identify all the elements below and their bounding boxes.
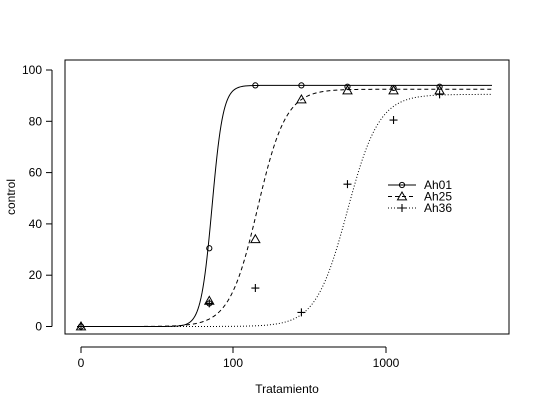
x-axis: 0 100 1000: [78, 346, 400, 370]
point-ah25: [249, 233, 261, 244]
y-tick-label: 40: [29, 217, 43, 231]
point-ah25: [388, 85, 399, 95]
data-points: [75, 82, 445, 331]
point-ah01: [436, 83, 443, 90]
x-tick-label: 0: [78, 356, 85, 370]
y-tick-label: 60: [29, 166, 43, 180]
plot-frame: [64, 59, 510, 335]
legend-marker-ah01: [398, 181, 406, 189]
legend-marker-ah36: [398, 204, 406, 212]
x-tick-label: 1000: [373, 356, 400, 370]
point-ah01: [252, 82, 259, 89]
legend-label-ah36: Ah36: [424, 201, 452, 215]
point-ah01: [206, 245, 213, 252]
y-tick-label: 100: [22, 63, 42, 77]
legend-label-ah01: Ah01: [424, 178, 452, 192]
y-axis: 0 20 40 60 80 100: [22, 63, 53, 334]
y-axis-label: control: [4, 179, 18, 215]
point-ah36: [205, 299, 214, 308]
point-ah36: [343, 180, 352, 189]
legend-label-ah25: Ah25: [424, 190, 452, 204]
point-ah25: [296, 93, 307, 104]
curve-ah01: [81, 84, 492, 327]
point-ah36: [77, 322, 85, 331]
legend-marker-ah25: [396, 190, 408, 201]
point-ah36: [297, 308, 306, 317]
y-tick-label: 20: [29, 268, 43, 282]
point-ah25: [342, 85, 353, 95]
x-tick-label: 100: [223, 356, 243, 370]
point-ah36: [251, 284, 260, 293]
point-ah01: [344, 83, 351, 90]
fitted-curves: [81, 84, 492, 327]
y-tick-label: 0: [35, 320, 42, 334]
point-ah01: [298, 82, 305, 89]
point-ah36: [389, 116, 398, 125]
y-tick-label: 80: [29, 114, 43, 128]
point-ah36: [435, 90, 444, 99]
x-axis-label: Tratamiento: [255, 382, 319, 396]
